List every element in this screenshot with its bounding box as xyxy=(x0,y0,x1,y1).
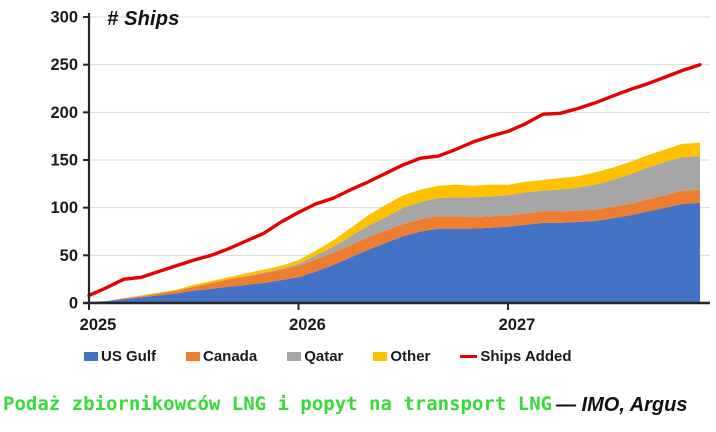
chart-legend: US Gulf Canada Qatar Other Ships Added xyxy=(84,348,572,365)
caption-text: Podaż zbiornikowców LNG i popyt na trans… xyxy=(3,393,553,415)
x-tick-label-2025: 2025 xyxy=(80,316,117,334)
y-tick-label-250: 250 xyxy=(50,56,78,74)
legend-swatch-canada xyxy=(186,352,200,361)
legend-label: Other xyxy=(390,348,431,365)
x-tick-label-2026: 2026 xyxy=(289,316,326,334)
legend-item-ships-added: Ships Added xyxy=(460,348,572,365)
legend-label: Canada xyxy=(203,348,258,365)
chart-title: # Ships xyxy=(107,8,180,30)
y-tick-label-200: 200 xyxy=(50,104,78,122)
legend-swatch-qatar xyxy=(287,352,302,361)
y-tick-label-100: 100 xyxy=(50,199,78,217)
area-us-gulf xyxy=(89,202,700,303)
plot-area: 0 50 100 150 200 250 300 2025 2026 2027 xyxy=(50,9,710,334)
legend-item-qatar: Qatar xyxy=(287,348,343,365)
area-canada xyxy=(89,189,700,302)
y-tick-label-150: 150 xyxy=(50,152,78,170)
legend-label: Qatar xyxy=(304,348,344,365)
legend-label: US Gulf xyxy=(101,348,156,365)
legend-swatch-us-gulf xyxy=(84,352,98,361)
y-tick-label-300: 300 xyxy=(50,9,78,27)
legend-line-ships-added xyxy=(460,354,478,359)
legend-label: Ships Added xyxy=(480,348,572,365)
area-other xyxy=(89,142,700,302)
legend-item-canada: Canada xyxy=(186,348,257,365)
caption-source: — IMO, Argus xyxy=(556,394,688,416)
legend-swatch-other xyxy=(373,352,388,361)
y-tick-label-50: 50 xyxy=(60,247,78,265)
area-qatar xyxy=(89,156,700,302)
x-tick-label-2027: 2027 xyxy=(499,316,536,334)
y-tick-label-0: 0 xyxy=(69,295,78,313)
legend-item-us-gulf: US Gulf xyxy=(84,348,156,365)
legend-item-other: Other xyxy=(373,348,430,365)
line-ships-added xyxy=(87,63,702,298)
